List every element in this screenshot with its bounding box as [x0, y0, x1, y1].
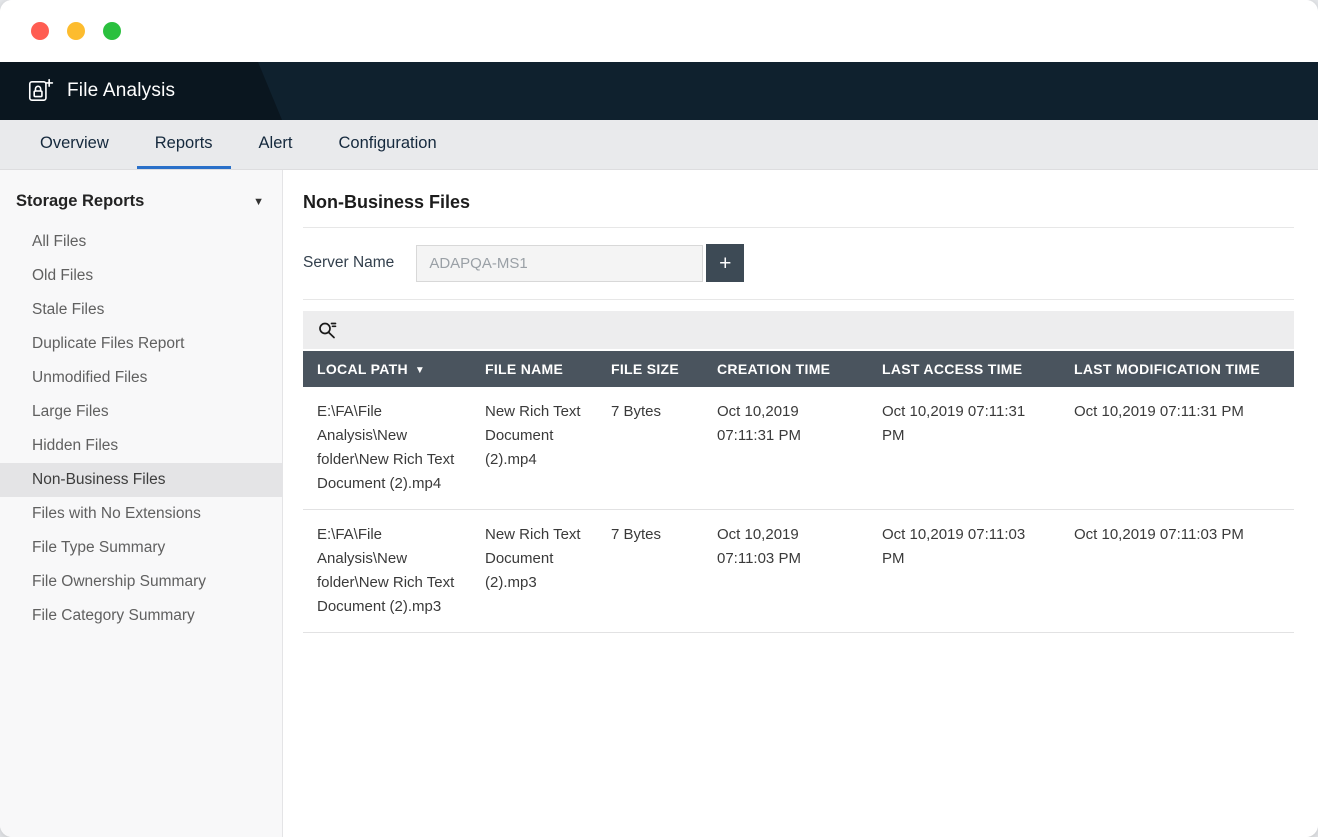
column-header-local-path[interactable]: LOCAL PATH ▼	[303, 351, 471, 387]
column-header-file-size[interactable]: FILE SIZE	[597, 351, 703, 387]
app-header: File Analysis	[0, 62, 1318, 120]
column-header-file-name[interactable]: FILE NAME	[471, 351, 597, 387]
close-window-button[interactable]	[31, 22, 49, 40]
report-table: LOCAL PATH ▼ FILE NAME FILE SIZE CREATION…	[303, 351, 1294, 633]
sidebar-item-stale-files[interactable]: Stale Files	[32, 301, 105, 318]
chevron-down-icon: ▼	[253, 195, 264, 208]
sidebar-item-non-business-files[interactable]: Non-Business Files	[0, 463, 282, 497]
sidebar-item-old-files[interactable]: Old Files	[32, 267, 94, 284]
column-header-local-path-label: LOCAL PATH	[317, 361, 408, 377]
tab-reports[interactable]: Reports	[136, 120, 231, 169]
sidebar-item-file-type-summary[interactable]: File Type Summary	[32, 539, 166, 556]
sidebar-item-unmodified-files[interactable]: Unmodified Files	[32, 369, 148, 386]
cell-last-modification-time: Oct 10,2019 07:11:31 PM	[1060, 387, 1294, 510]
sidebar-item-large-files[interactable]: Large Files	[32, 403, 109, 420]
main-content: Non-Business Files Server Name +	[283, 170, 1318, 837]
table-toolbar	[303, 311, 1294, 349]
tab-overview[interactable]: Overview	[40, 133, 109, 152]
cell-creation-time: Oct 10,2019 07:11:31 PM	[703, 387, 868, 510]
tab-alert[interactable]: Alert	[258, 133, 293, 152]
tab-configuration[interactable]: Configuration	[338, 133, 437, 152]
header-accent-shape	[0, 62, 282, 120]
cell-file-name: New Rich Text Document (2).mp3	[471, 509, 597, 633]
app-title: File Analysis	[67, 80, 176, 101]
sidebar-item-all-files[interactable]: All Files	[32, 233, 87, 250]
cell-last-modification-time: Oct 10,2019 07:11:03 PM	[1060, 509, 1294, 633]
table-row: E:\FA\File Analysis\New folder\New Rich …	[303, 387, 1294, 510]
table-row: E:\FA\File Analysis\New folder\New Rich …	[303, 509, 1294, 633]
cell-file-size: 7 Bytes	[597, 509, 703, 633]
file-analysis-icon	[26, 77, 54, 105]
sidebar-heading-label: Storage Reports	[16, 192, 145, 210]
sidebar: Storage Reports ▼ All Files Old Files St…	[0, 170, 283, 837]
sidebar-item-file-ownership-summary[interactable]: File Ownership Summary	[32, 573, 206, 590]
cell-file-name: New Rich Text Document (2).mp4	[471, 387, 597, 510]
sidebar-item-file-category-summary[interactable]: File Category Summary	[32, 607, 195, 624]
sidebar-item-hidden-files[interactable]: Hidden Files	[32, 437, 119, 454]
server-name-row: Server Name +	[303, 244, 1294, 300]
add-server-button[interactable]: +	[706, 244, 745, 282]
table-header-row: LOCAL PATH ▼ FILE NAME FILE SIZE CREATION…	[303, 351, 1294, 387]
server-name-label: Server Name	[303, 254, 395, 271]
maximize-window-button[interactable]	[103, 22, 121, 40]
search-icon[interactable]	[317, 320, 337, 340]
server-name-input[interactable]	[416, 244, 704, 282]
cell-local-path: E:\FA\File Analysis\New folder\New Rich …	[303, 387, 471, 510]
app-body: Storage Reports ▼ All Files Old Files St…	[0, 170, 1318, 837]
tab-bar: Overview Reports Alert Configuration	[0, 120, 1318, 170]
column-header-creation-time[interactable]: CREATION TIME	[703, 351, 868, 387]
sidebar-item-duplicate-files-report[interactable]: Duplicate Files Report	[32, 335, 185, 352]
cell-creation-time: Oct 10,2019 07:11:03 PM	[703, 509, 868, 633]
column-header-last-access-time[interactable]: LAST ACCESS TIME	[868, 351, 1060, 387]
sort-desc-icon: ▼	[414, 365, 426, 376]
window-titlebar	[0, 0, 1318, 62]
cell-last-access-time: Oct 10,2019 07:11:03 PM	[868, 509, 1060, 633]
cell-file-size: 7 Bytes	[597, 387, 703, 510]
sidebar-list: All Files Old Files Stale Files Duplicat…	[0, 225, 282, 633]
sidebar-heading-storage-reports[interactable]: Storage Reports ▼	[0, 188, 282, 225]
sidebar-item-files-with-no-extensions[interactable]: Files with No Extensions	[32, 505, 201, 522]
cell-last-access-time: Oct 10,2019 07:11:31 PM	[868, 387, 1060, 510]
page-title: Non-Business Files	[303, 192, 1294, 228]
cell-local-path: E:\FA\File Analysis\New folder\New Rich …	[303, 509, 471, 633]
minimize-window-button[interactable]	[67, 22, 85, 40]
column-header-last-modification-time[interactable]: LAST MODIFICATION TIME	[1060, 351, 1294, 387]
